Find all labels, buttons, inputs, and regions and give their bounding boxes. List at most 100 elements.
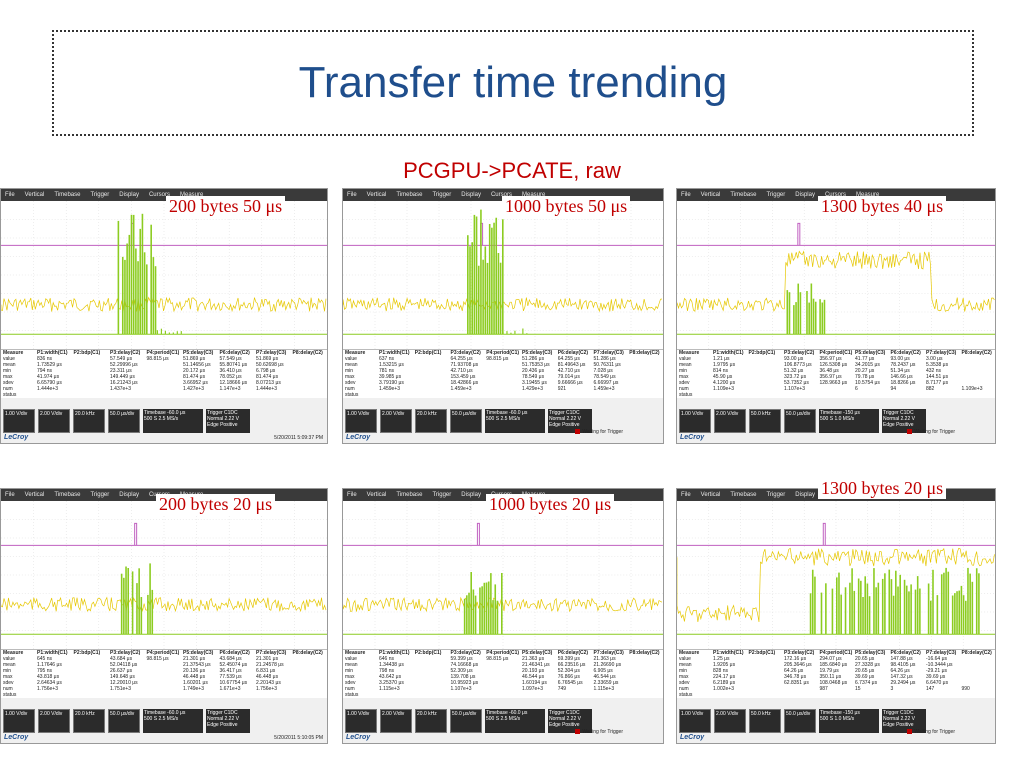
channel-box-4[interactable]: 50.0 μs/div [450, 709, 482, 733]
measure-cell: 1.115e+3 [379, 686, 400, 692]
menu-item-file[interactable]: File [347, 192, 357, 198]
measure-cell: 147.88 μs [890, 656, 913, 662]
timestamp: 5/20/2011 5:09:37 PM [274, 435, 323, 441]
menu-item-trigger[interactable]: Trigger [90, 492, 110, 498]
menu-item-trigger[interactable]: Trigger [90, 192, 110, 198]
menu-item-vertical[interactable]: Vertical [700, 492, 721, 498]
measure-header: P2:bdp(C1) [73, 350, 101, 356]
channel-box-3[interactable]: 20.0 kHz [415, 409, 447, 433]
timebase-box[interactable]: Timebase -60.0 μs 500 S 2.5 MS/s [485, 409, 545, 433]
menu-item-file[interactable]: File [5, 192, 15, 198]
menu-item-measure[interactable]: Measure [521, 192, 546, 198]
channel-box-4[interactable]: 50.0 μs/div [108, 409, 140, 433]
channel-box-1[interactable]: 1.00 V/div [345, 709, 377, 733]
measure-cell: 51.869 μs [256, 356, 279, 362]
menu-item-file[interactable]: File [347, 492, 357, 498]
channel-box-1[interactable]: 1.00 V/div [679, 409, 711, 433]
measure-cell: 346.78 μs [784, 674, 807, 680]
channel-box-1[interactable]: 1.00 V/div [3, 409, 35, 433]
measure-row: num 1.459e+3 1.459e+3 1.429e+3 921 1.459e+3 [343, 386, 663, 392]
menu-item-vertical[interactable]: Vertical [366, 192, 387, 198]
trigger-line: Edge Positive [549, 422, 580, 428]
measure-cell [747, 392, 783, 398]
menu-item-timebase[interactable]: Timebase [730, 192, 757, 198]
menu-item-vertical[interactable]: Vertical [24, 192, 45, 198]
menu-item-timebase[interactable]: Timebase [54, 192, 81, 198]
measure-row: mean 1.9795 μs 106.8773 μs 126.5308 μs 34.20… [677, 362, 995, 368]
timebase-box[interactable]: Timebase -150 μs 500 S 1.0 MS/s [819, 709, 879, 733]
menu-item-display[interactable]: Display [119, 192, 139, 198]
menu-item-file[interactable]: File [5, 492, 15, 498]
measure-header: P4:period(C1) [819, 650, 853, 656]
timebase-line: Timebase -60.0 μs [486, 710, 528, 716]
channel-box-2[interactable]: 2.00 V/div [38, 709, 70, 733]
timebase-box[interactable]: Timebase -60.0 μs 500 S 2.5 MS/s [143, 709, 203, 733]
menu-item-timebase[interactable]: Timebase [396, 492, 423, 498]
channel-box-3[interactable]: 20.0 kHz [415, 709, 447, 733]
menu-item-cursors[interactable]: Cursors [148, 192, 170, 198]
channel-box-1[interactable]: 1.00 V/div [679, 709, 711, 733]
scope-waveform-display [677, 501, 995, 649]
channel-box-2[interactable]: 2.00 V/div [380, 409, 412, 433]
menu-item-trigger[interactable]: Trigger [766, 192, 786, 198]
menu-item-trigger[interactable]: Trigger [432, 192, 452, 198]
menu-item-cursors[interactable]: Cursors [490, 192, 512, 198]
measure-cell: 8.07213 μs [256, 380, 281, 386]
measure-row: status [677, 692, 995, 698]
menu-item-timebase[interactable]: Timebase [396, 192, 423, 198]
menu-item-timebase[interactable]: Timebase [730, 492, 757, 498]
measure-row: num 1.002e+3 987 15 3 147 990 [677, 686, 995, 692]
timebase-box[interactable]: Timebase -150 μs 500 S 1.0 MS/s [819, 409, 879, 433]
channel-box-4[interactable]: 50.0 μs/div [784, 409, 816, 433]
measure-cell: 19.79 μs [819, 668, 839, 674]
channel-box-2[interactable]: 2.00 V/div [714, 709, 746, 733]
menu-item-display[interactable]: Display [119, 492, 139, 498]
menu-item-vertical[interactable]: Vertical [24, 492, 45, 498]
menu-item-file[interactable]: File [681, 192, 691, 198]
measure-cell: 21.301 μs [256, 656, 279, 662]
menu-item-cursors[interactable]: Cursors [824, 192, 846, 198]
menu-item-file[interactable]: File [681, 492, 691, 498]
trigger-box[interactable]: Trigger C1DC Normal 2.22 V Edge Positive [206, 409, 250, 433]
channel-box-4[interactable]: 50.0 μs/div [108, 709, 140, 733]
channel-box-4[interactable]: 50.0 μs/div [784, 709, 816, 733]
measure-cell: sdev [679, 680, 690, 686]
menu-item-display[interactable]: Display [795, 492, 815, 498]
measure-cell: 6.7374 μs [855, 680, 878, 686]
measure-cell: 836 ns [37, 356, 53, 362]
channel-box-2[interactable]: 2.00 V/div [380, 709, 412, 733]
measure-cell: 21.363 μs [593, 656, 616, 662]
measure-cell: 1.60194 μs [522, 680, 547, 686]
measure-cell: 21.26690 μs [593, 662, 622, 668]
menu-item-display[interactable]: Display [461, 192, 481, 198]
measure-cell: 2.64634 μs [37, 680, 62, 686]
channel-box-3[interactable]: 50.0 kHz [749, 409, 781, 433]
measure-cell: 78.549 μs [593, 374, 616, 380]
measure-header: Measure [3, 650, 24, 656]
channel-box-3[interactable]: 20.0 kHz [73, 409, 105, 433]
menu-item-timebase[interactable]: Timebase [54, 492, 81, 498]
channel-box-1[interactable]: 1.00 V/div [3, 709, 35, 733]
channel-box-2[interactable]: 2.00 V/div [38, 409, 70, 433]
channel-box-3[interactable]: 50.0 kHz [749, 709, 781, 733]
measure-cell: 98.815 μs [146, 356, 169, 362]
channel-box-4[interactable]: 50.0 μs/div [450, 409, 482, 433]
menu-item-display[interactable]: Display [461, 492, 481, 498]
menu-item-measure[interactable]: Measure [855, 192, 880, 198]
timebase-box[interactable]: Timebase -60.0 μs 500 S 2.5 MS/s [143, 409, 203, 433]
menu-item-trigger[interactable]: Trigger [766, 492, 786, 498]
measure-row: sdev 3.79190 μs 18.42866 μs 3.19455 μs 9.666… [343, 380, 663, 386]
trigger-box[interactable]: Trigger C1DC Normal 2.22 V Edge Positive [206, 709, 250, 733]
menu-item-trigger[interactable]: Trigger [432, 492, 452, 498]
menu-item-display[interactable]: Display [795, 192, 815, 198]
timebase-box[interactable]: Timebase -60.0 μs 500 S 2.5 MS/s [485, 709, 545, 733]
channel-box-2[interactable]: 2.00 V/div [714, 409, 746, 433]
channel-box-1[interactable]: 1.00 V/div [345, 409, 377, 433]
menu-item-measure[interactable]: Measure [179, 192, 204, 198]
scope-channel-bar: 1.00 V/div 2.00 V/div 20.0 kHz 50.0 μs/div T… [343, 707, 663, 735]
menu-item-vertical[interactable]: Vertical [700, 192, 721, 198]
title-box: Transfer time trending [52, 30, 974, 136]
menu-item-vertical[interactable]: Vertical [366, 492, 387, 498]
channel-box-3[interactable]: 20.0 kHz [73, 709, 105, 733]
measure-cell: value [679, 656, 691, 662]
